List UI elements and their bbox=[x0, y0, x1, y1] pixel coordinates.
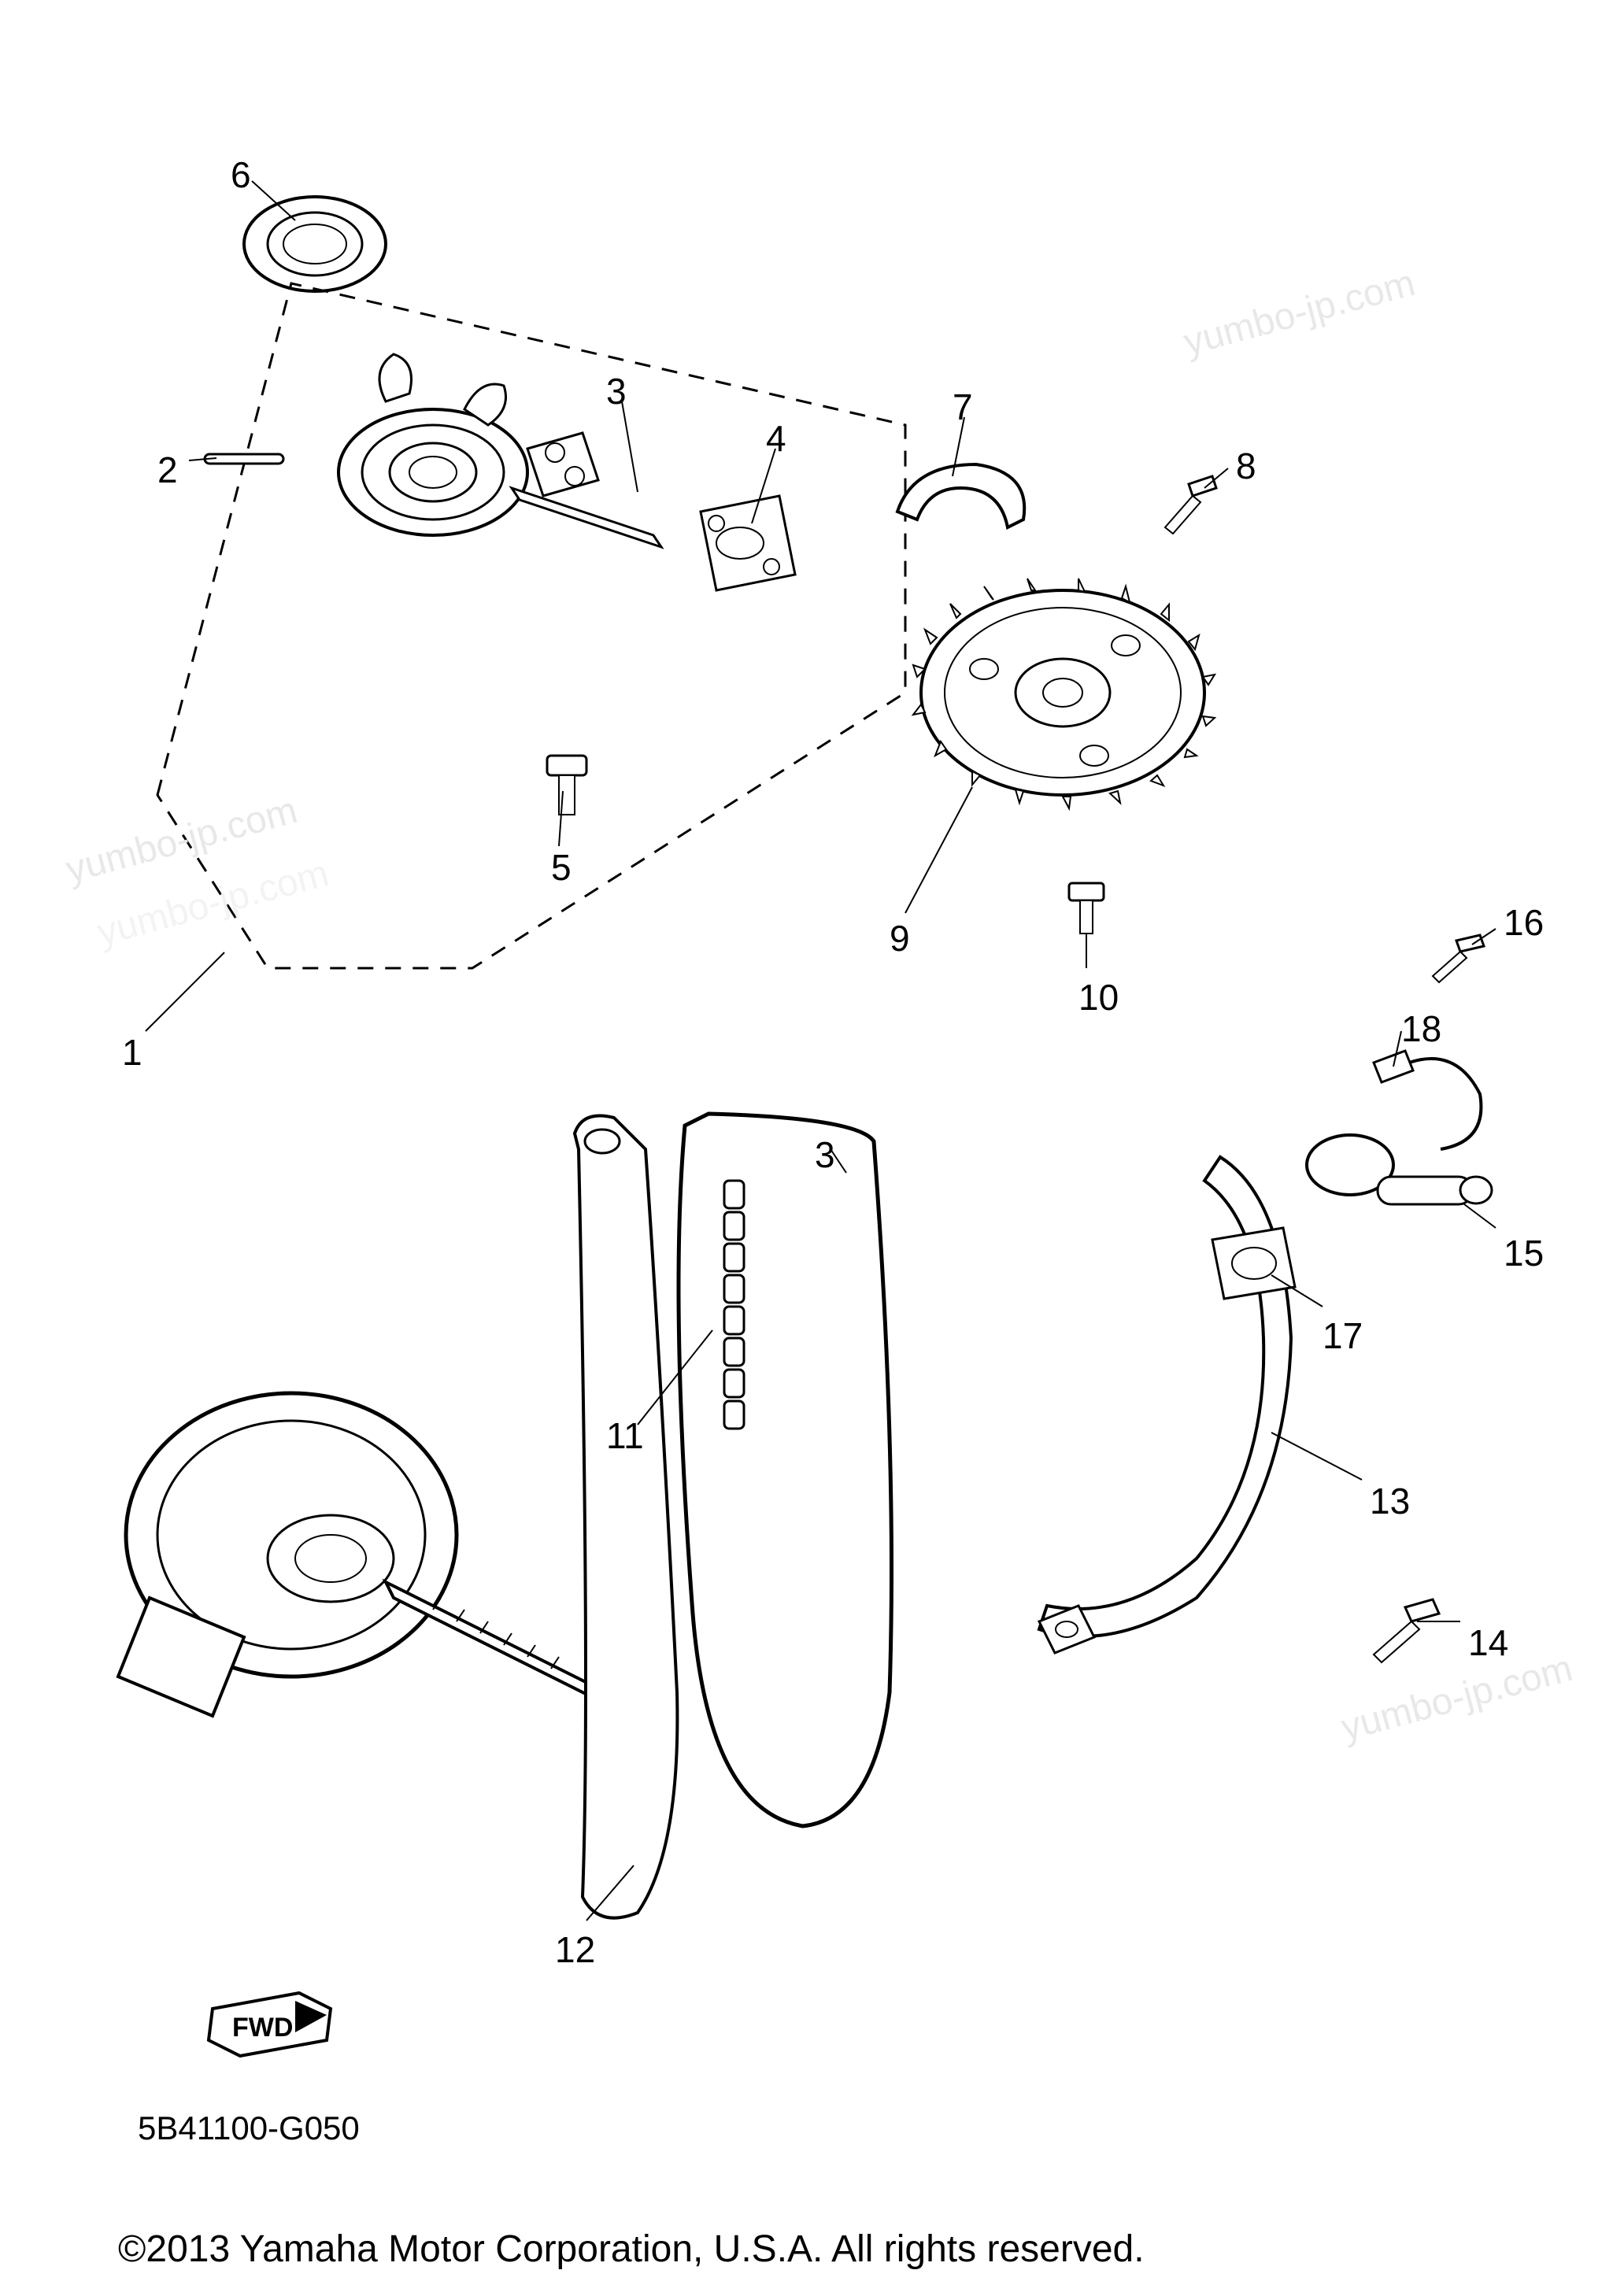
callout-3: 3 bbox=[606, 370, 627, 412]
callout-13: 13 bbox=[1370, 1480, 1410, 1522]
callout-14: 14 bbox=[1468, 1621, 1508, 1664]
parts-diagram: FWD yumbo-jp.com yumbo-jp.com yumbo-jp.c… bbox=[0, 0, 1613, 2296]
callout-11: 11 bbox=[606, 1414, 644, 1457]
callout-8: 8 bbox=[1236, 445, 1256, 487]
copyright-text: ©2013 Yamaha Motor Corporation, U.S.A. A… bbox=[118, 2228, 1145, 2271]
callout-7: 7 bbox=[953, 386, 973, 428]
callout-4: 4 bbox=[766, 417, 786, 460]
callout-5: 5 bbox=[551, 846, 572, 889]
callout-16: 16 bbox=[1504, 901, 1544, 944]
callout-10: 10 bbox=[1078, 976, 1119, 1019]
part-code: 5B41100-G050 bbox=[138, 2109, 360, 2147]
exploded-view-diagram: FWD bbox=[0, 0, 1613, 2296]
callout-1: 1 bbox=[122, 1031, 142, 1074]
fwd-label: FWD bbox=[232, 2013, 293, 2043]
callout-3b: 3 bbox=[815, 1133, 835, 1176]
callout-17: 17 bbox=[1323, 1314, 1363, 1357]
callout-18: 18 bbox=[1401, 1008, 1441, 1050]
callout-2: 2 bbox=[157, 449, 178, 491]
callout-12: 12 bbox=[555, 1928, 595, 1971]
callout-6: 6 bbox=[231, 153, 251, 196]
callout-9: 9 bbox=[890, 917, 910, 959]
callout-15: 15 bbox=[1504, 1232, 1544, 1274]
